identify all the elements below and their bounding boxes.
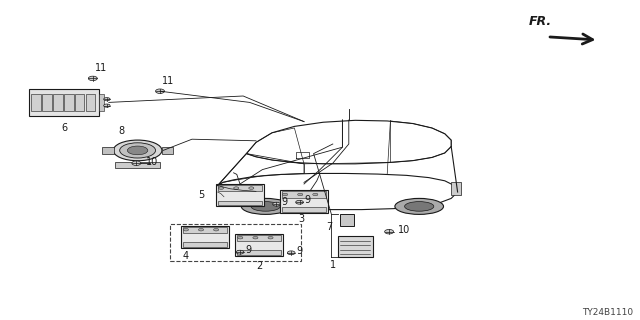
Circle shape: [273, 202, 280, 206]
FancyBboxPatch shape: [64, 93, 74, 111]
Text: 9: 9: [282, 197, 288, 207]
FancyBboxPatch shape: [236, 234, 284, 256]
FancyBboxPatch shape: [86, 93, 95, 111]
FancyBboxPatch shape: [29, 89, 99, 116]
Circle shape: [198, 228, 204, 231]
Circle shape: [132, 161, 141, 165]
Circle shape: [283, 193, 288, 196]
Circle shape: [88, 76, 97, 81]
FancyBboxPatch shape: [181, 226, 229, 248]
Circle shape: [385, 229, 394, 234]
Circle shape: [104, 104, 110, 107]
Ellipse shape: [113, 140, 162, 161]
Circle shape: [184, 228, 189, 231]
Text: 10: 10: [398, 225, 410, 235]
Text: 1: 1: [330, 260, 336, 270]
Ellipse shape: [120, 143, 156, 158]
Ellipse shape: [251, 202, 280, 211]
Text: 3: 3: [298, 214, 304, 224]
FancyBboxPatch shape: [53, 93, 63, 111]
Circle shape: [313, 193, 318, 196]
FancyBboxPatch shape: [218, 185, 262, 191]
Circle shape: [238, 236, 243, 239]
Text: 5: 5: [198, 190, 205, 200]
Circle shape: [296, 200, 303, 204]
FancyBboxPatch shape: [237, 235, 282, 241]
Text: 9: 9: [296, 246, 303, 256]
Text: 2: 2: [256, 261, 262, 271]
FancyBboxPatch shape: [340, 214, 354, 226]
Circle shape: [104, 98, 110, 101]
FancyBboxPatch shape: [162, 147, 173, 154]
FancyBboxPatch shape: [282, 207, 326, 212]
Text: 9: 9: [245, 245, 252, 255]
Text: FR.: FR.: [529, 15, 552, 28]
FancyBboxPatch shape: [451, 182, 461, 195]
Ellipse shape: [404, 202, 434, 211]
Ellipse shape: [127, 146, 148, 155]
FancyBboxPatch shape: [75, 93, 84, 111]
Circle shape: [219, 187, 224, 189]
FancyBboxPatch shape: [31, 93, 41, 111]
Ellipse shape: [241, 198, 290, 214]
Text: 4: 4: [182, 251, 189, 261]
FancyBboxPatch shape: [99, 94, 104, 110]
Circle shape: [214, 228, 219, 231]
Circle shape: [287, 251, 295, 255]
Text: 9: 9: [305, 195, 311, 205]
Text: TY24B1110: TY24B1110: [582, 308, 634, 317]
Circle shape: [298, 193, 303, 196]
FancyBboxPatch shape: [102, 147, 114, 154]
Circle shape: [156, 89, 164, 93]
FancyBboxPatch shape: [280, 190, 328, 213]
Circle shape: [236, 250, 244, 254]
FancyBboxPatch shape: [42, 93, 52, 111]
FancyBboxPatch shape: [216, 184, 264, 206]
Circle shape: [249, 187, 254, 189]
Circle shape: [268, 236, 273, 239]
FancyBboxPatch shape: [237, 250, 282, 255]
FancyBboxPatch shape: [218, 201, 262, 205]
FancyBboxPatch shape: [338, 236, 373, 257]
Ellipse shape: [395, 198, 444, 214]
FancyBboxPatch shape: [183, 242, 227, 247]
FancyBboxPatch shape: [115, 162, 160, 168]
Text: 11: 11: [95, 63, 107, 73]
Text: 7: 7: [326, 222, 332, 232]
FancyBboxPatch shape: [282, 191, 326, 198]
Text: 6: 6: [61, 123, 67, 133]
Circle shape: [234, 187, 239, 189]
Text: 11: 11: [162, 76, 174, 86]
Circle shape: [253, 236, 258, 239]
FancyBboxPatch shape: [183, 227, 227, 233]
Text: 10: 10: [146, 156, 158, 167]
Text: 8: 8: [118, 126, 125, 136]
